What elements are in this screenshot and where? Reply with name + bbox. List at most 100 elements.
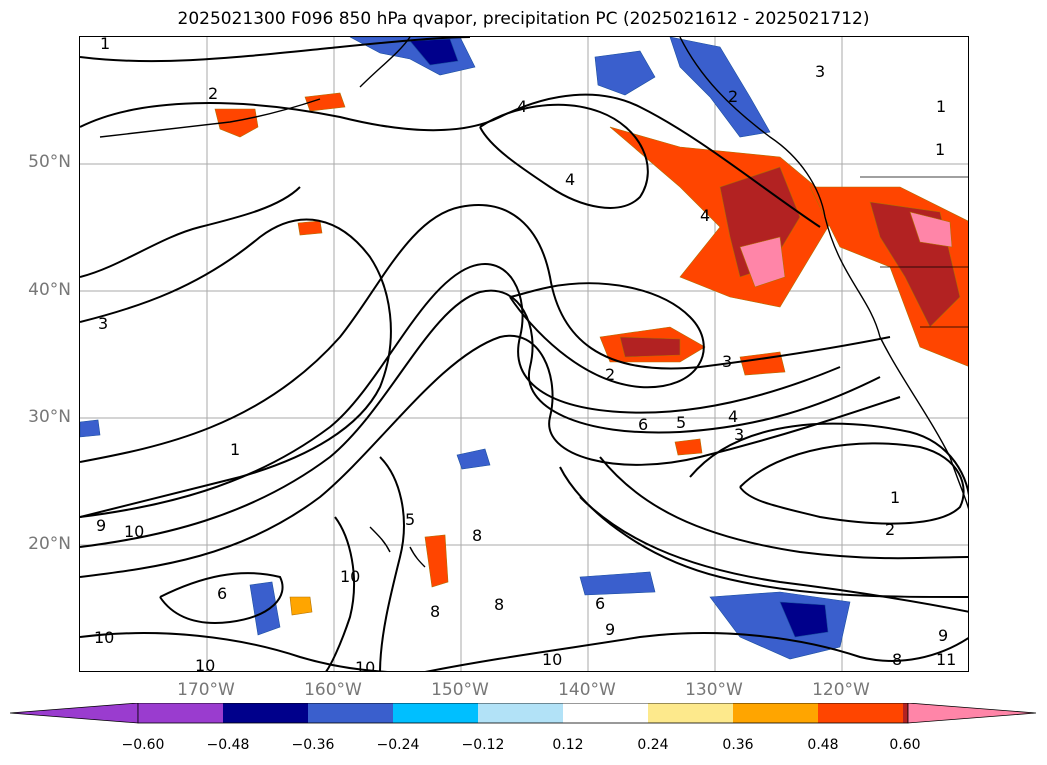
contour-label: 10	[542, 650, 562, 669]
coastlines	[99, 37, 968, 568]
gridlines	[80, 37, 968, 671]
contour-label: 11	[936, 650, 956, 669]
colorbar-tick: −0.12	[461, 737, 505, 753]
precip-area-hawaii-west	[289, 596, 313, 616]
precip-area-subtropical-core	[619, 336, 681, 358]
colorbar-segment	[308, 703, 393, 723]
colorbar-segment	[563, 703, 648, 723]
precip-area-west-edge	[80, 419, 101, 438]
contour-line	[80, 289, 881, 548]
contour-label: 1	[100, 37, 110, 53]
colorbar-tick: −0.36	[291, 737, 335, 753]
contour-line	[689, 422, 968, 496]
colorbar-segment	[818, 703, 903, 723]
colorbar-segment	[903, 703, 908, 723]
contour-line	[479, 103, 649, 209]
precip-area-aleutian-2	[304, 92, 346, 112]
colorbar-tick: 0.12	[552, 737, 584, 753]
precip-negative-areas	[80, 37, 851, 660]
colorbar-tick: 0.36	[722, 737, 754, 753]
precip-area-alaska-core	[409, 38, 459, 66]
contour-label: 9	[938, 626, 948, 645]
contour-label: 10	[355, 658, 375, 672]
colorbar-tick: 0.24	[637, 737, 669, 753]
precip-area-bc-coast	[669, 37, 771, 138]
contour-line	[579, 496, 968, 613]
contour-label: 8	[494, 595, 504, 614]
contour-label: 6	[638, 415, 648, 434]
map-canvas: 1 2 3 4 4 4 1 2 3 6 5 4 3 1 2 9 10 6 8 8…	[80, 37, 968, 672]
contour-line	[379, 456, 405, 671]
contour-label: 10	[195, 656, 215, 672]
contour-label: 3	[734, 425, 744, 444]
contour-line	[425, 632, 968, 671]
contour-line	[80, 632, 388, 671]
precip-area-west-south	[249, 581, 281, 636]
coastline-hawaii	[369, 526, 426, 568]
coastline-alaska	[359, 37, 411, 88]
contour-label: 6	[217, 584, 227, 603]
precip-area-northeast-peak	[739, 236, 786, 288]
contour-line	[80, 334, 901, 578]
qvapor-contours	[80, 37, 968, 671]
contour-label: 8	[472, 526, 482, 545]
lat-label-40n: 40°N	[28, 280, 71, 300]
lon-label-120w: 120°W	[812, 680, 870, 700]
political-borders	[860, 176, 968, 328]
precip-area-gulf	[594, 50, 656, 96]
lon-label-140w: 140°W	[558, 680, 616, 700]
contour-label: 2	[208, 84, 218, 103]
contour-label: 10	[340, 567, 360, 586]
contour-line	[80, 263, 841, 518]
contour-line	[509, 282, 705, 389]
contour-label: 1	[935, 140, 945, 159]
coastline-aleutians	[99, 98, 321, 138]
contour-label: 8	[430, 602, 440, 621]
contour-label: 2	[605, 365, 615, 384]
contour-label: 9	[605, 620, 615, 639]
precip-area-mid-north	[297, 220, 323, 236]
contour-label-group: 1 2 3 4 4 4 1 2 3 6 5 4 3 1 2 9 10 6 8 8…	[94, 37, 956, 672]
contour-label: 4	[517, 97, 527, 116]
lat-label-20n: 20°N	[28, 534, 71, 554]
contour-label: 1	[890, 488, 900, 507]
contour-label: 10	[94, 628, 114, 647]
map-title: 2025021300 F096 850 hPa qvapor, precipit…	[177, 9, 870, 29]
colorbar-segment	[648, 703, 733, 723]
contour-label: 4	[700, 206, 710, 225]
contour-line	[599, 456, 968, 560]
precip-area-mid	[456, 448, 491, 470]
lon-label-160w: 160°W	[304, 680, 362, 700]
colorbar-extend-max	[907, 703, 1037, 724]
coastline-north-america	[679, 37, 968, 510]
contour-line	[739, 442, 965, 525]
colorbar-segment	[393, 703, 478, 723]
contour-label: 3	[722, 352, 732, 371]
lon-label-150w: 150°W	[431, 680, 489, 700]
colorbar-tick: −0.24	[376, 737, 420, 753]
contour-label: 8	[892, 650, 902, 669]
contour-line	[325, 516, 356, 671]
precip-area-hawaii-east	[424, 534, 449, 588]
colorbar-segment	[478, 703, 563, 723]
colorbar-tick: −0.48	[206, 737, 250, 753]
contour-label: 9	[96, 516, 106, 535]
colorbar	[10, 703, 1037, 724]
colorbar-segment	[138, 703, 223, 723]
contour-label: 1	[936, 97, 946, 116]
contour-label: 5	[676, 413, 686, 432]
contour-label: 2	[885, 520, 895, 539]
contour-label: 4	[728, 407, 738, 426]
colorbar-tick: 0.60	[889, 737, 921, 753]
lat-label-30n: 30°N	[28, 407, 71, 427]
contour-label: 3	[98, 314, 108, 333]
colorbar-segment	[223, 703, 308, 723]
contour-line	[80, 186, 301, 278]
contour-label: 1	[230, 440, 240, 459]
colorbar-extend-min	[10, 703, 139, 724]
map-panel: 1 2 3 4 4 4 1 2 3 6 5 4 3 1 2 9 10 6 8 8…	[79, 36, 969, 672]
precip-area-southeast-core	[779, 601, 829, 638]
contour-line	[80, 218, 392, 518]
lon-label-130w: 130°W	[685, 680, 743, 700]
colorbar-tick: −0.60	[121, 737, 165, 753]
